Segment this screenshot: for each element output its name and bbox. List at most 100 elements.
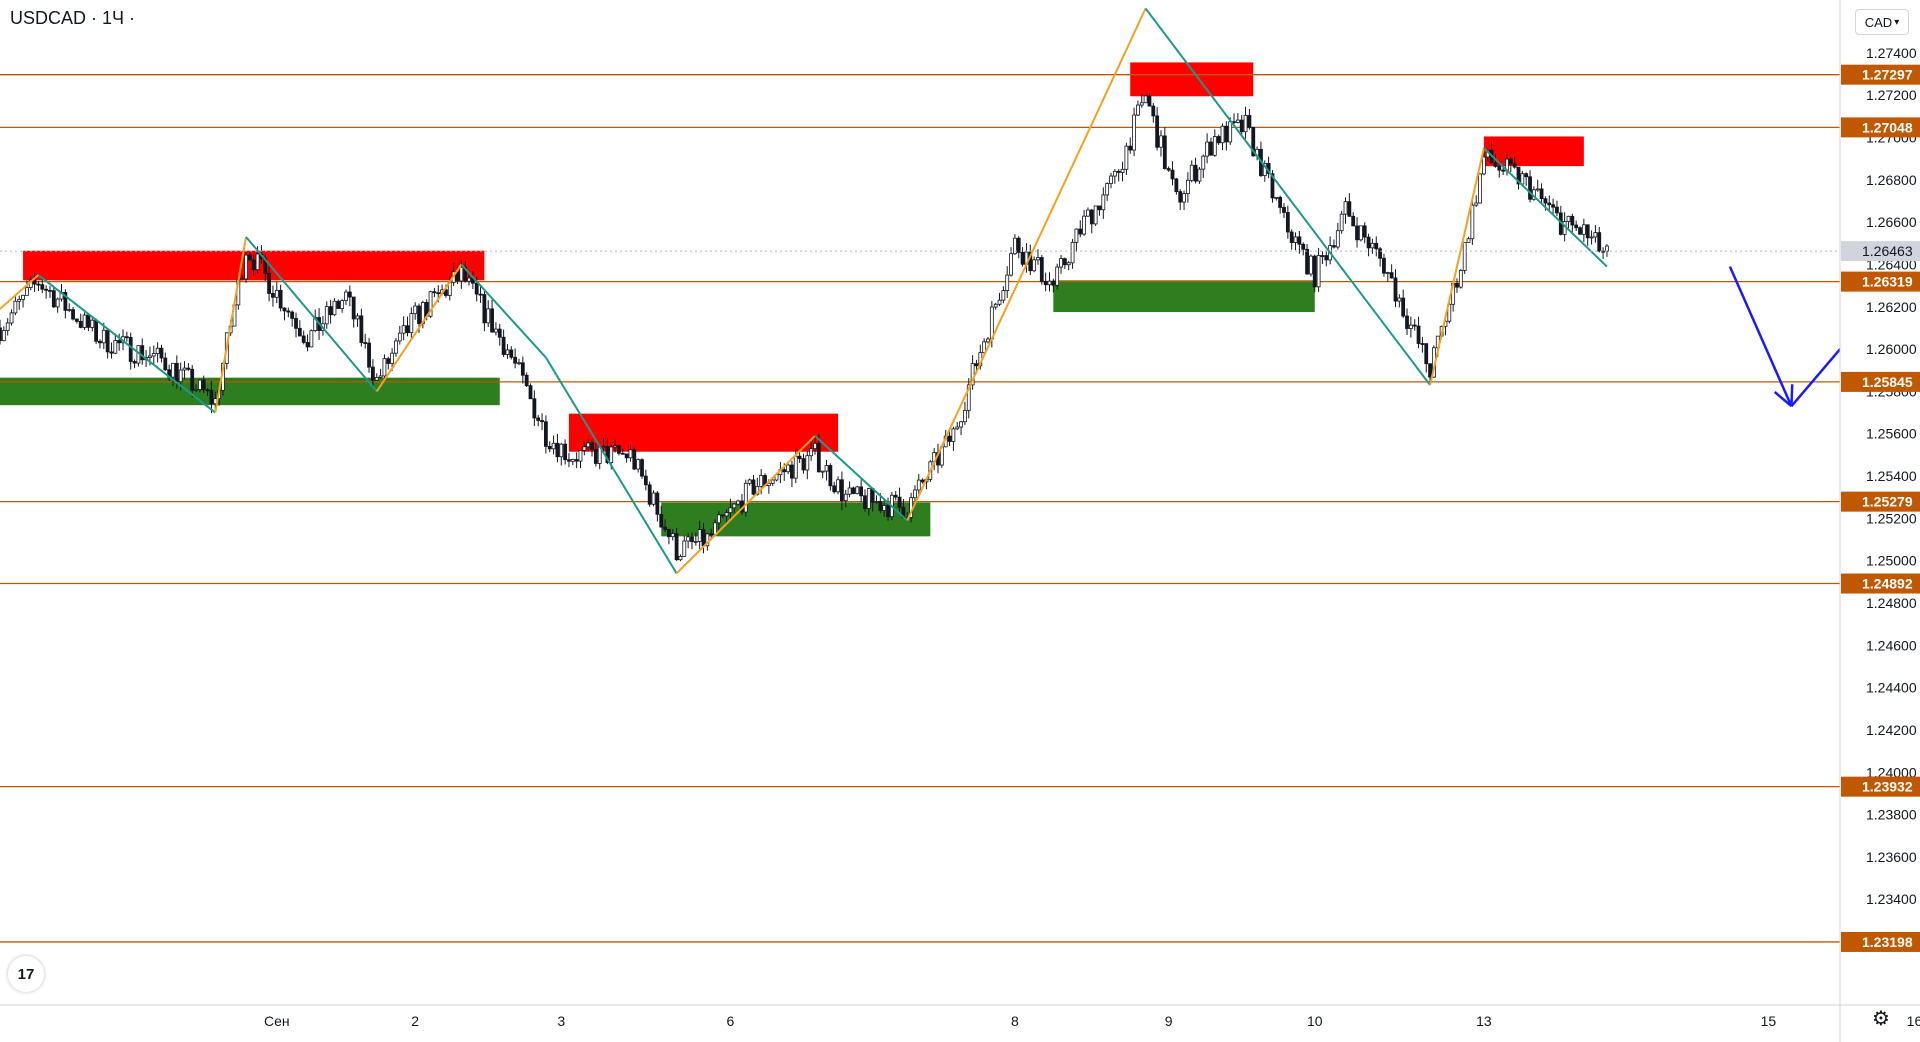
candle-body — [251, 259, 256, 271]
candle-body — [751, 479, 756, 495]
candle-body — [536, 417, 541, 421]
candle-body — [340, 300, 345, 309]
candle-body — [417, 305, 421, 324]
time-tick-label: 6 — [727, 1013, 735, 1029]
zigzag-segment[interactable] — [814, 435, 908, 522]
candle-body — [1585, 224, 1590, 239]
level-price-label: 1.23198 — [1862, 934, 1913, 950]
candle-body — [1062, 258, 1067, 266]
candle-body — [1524, 173, 1529, 178]
candle-body — [1055, 266, 1060, 286]
resistance-zone[interactable] — [568, 413, 839, 452]
candle-body — [1332, 245, 1336, 248]
candle-body — [128, 337, 133, 362]
candle-body — [759, 475, 764, 487]
candle-body — [370, 366, 375, 381]
currency-selector[interactable]: CAD ▾ — [1855, 9, 1909, 35]
candle-body — [209, 389, 214, 405]
candle-body — [1059, 258, 1063, 268]
symbol-title[interactable]: USDCAD · 1Ч · — [10, 8, 136, 28]
candle-body — [1197, 168, 1202, 182]
candle-body — [255, 253, 260, 271]
candle-body — [670, 533, 675, 538]
candle-body — [1143, 95, 1148, 104]
zigzag-segment[interactable] — [1483, 147, 1608, 268]
candle-body — [286, 310, 291, 313]
zigzag-segment[interactable] — [37, 274, 216, 414]
candle-body — [71, 309, 75, 320]
candle-body — [347, 291, 352, 298]
candle-body — [724, 512, 729, 517]
candle-body — [363, 342, 368, 344]
forecast-segment[interactable] — [1728, 266, 1793, 407]
candle-body — [1385, 272, 1390, 275]
candle-body — [640, 459, 644, 477]
candle-body — [467, 277, 471, 282]
candle-body — [801, 458, 806, 471]
candle-body — [432, 291, 437, 294]
candle-body — [155, 347, 160, 354]
resistance-zone[interactable] — [1483, 136, 1584, 167]
candle-body — [101, 329, 106, 344]
candle-body — [959, 421, 963, 428]
zigzag-segment[interactable] — [375, 263, 463, 392]
candle-body — [643, 475, 648, 486]
support-zone[interactable] — [661, 502, 931, 537]
candle-body — [374, 377, 379, 381]
gear-icon[interactable]: ⚙ — [1872, 1006, 1890, 1030]
candle-body — [48, 289, 52, 292]
tradingview-logo-icon[interactable]: 17 — [8, 956, 44, 992]
price-tick-label: 1.27200 — [1866, 87, 1917, 103]
candle-body — [732, 503, 737, 509]
zigzag-segment[interactable] — [460, 263, 547, 359]
candle-body — [686, 536, 691, 542]
candle-body — [593, 449, 598, 464]
time-tick-label: 9 — [1165, 1013, 1173, 1029]
candle-body — [428, 291, 433, 317]
candle-body — [586, 442, 591, 448]
candle-body — [816, 442, 821, 473]
time-tick-label: 13 — [1476, 1013, 1492, 1029]
zigzag-segment[interactable] — [675, 435, 816, 575]
candle-body — [1401, 297, 1406, 317]
zigzag-segment[interactable] — [0, 274, 40, 310]
time-tick-label: 2 — [411, 1013, 419, 1029]
candle-body — [678, 556, 683, 561]
candle-body — [632, 449, 637, 470]
price-tick-label: 1.26600 — [1866, 214, 1917, 230]
candle-body — [497, 328, 502, 338]
candle-body — [847, 487, 852, 495]
zigzag-segment[interactable] — [906, 8, 1147, 521]
zigzag-segment[interactable] — [1429, 147, 1485, 386]
last-price-label: 1.26463 — [1862, 243, 1913, 259]
candle-body — [1039, 257, 1044, 282]
zigzag-segment[interactable] — [245, 236, 378, 393]
candle-body — [728, 507, 733, 514]
candle-body — [1185, 179, 1190, 195]
candle-body — [98, 340, 102, 344]
candle-body — [1220, 125, 1225, 144]
candle-body — [1278, 196, 1283, 208]
candle-body — [1378, 248, 1383, 259]
candle-body — [1312, 255, 1317, 288]
candle-body — [559, 443, 564, 458]
time-tick-label: Сен — [264, 1013, 290, 1029]
price-tick-label: 1.24000 — [1866, 764, 1917, 780]
resistance-zone[interactable] — [1130, 62, 1254, 97]
price-tick-label: 1.25200 — [1866, 510, 1917, 526]
zigzag-segment[interactable] — [214, 236, 248, 413]
candle-body — [1289, 231, 1294, 243]
chevron-down-icon: ▾ — [1894, 16, 1900, 28]
zigzag-segment[interactable] — [545, 357, 678, 574]
candle-body — [297, 327, 302, 337]
candle-body — [294, 317, 298, 329]
candle-body — [1543, 198, 1548, 204]
candle-body — [482, 294, 487, 324]
level-price-tag — [1841, 573, 1920, 594]
support-zone[interactable] — [1053, 280, 1315, 313]
candle-body — [1216, 136, 1221, 144]
candle-body — [328, 306, 333, 316]
candle-body — [836, 479, 840, 493]
zigzag-segment[interactable] — [1144, 7, 1431, 386]
